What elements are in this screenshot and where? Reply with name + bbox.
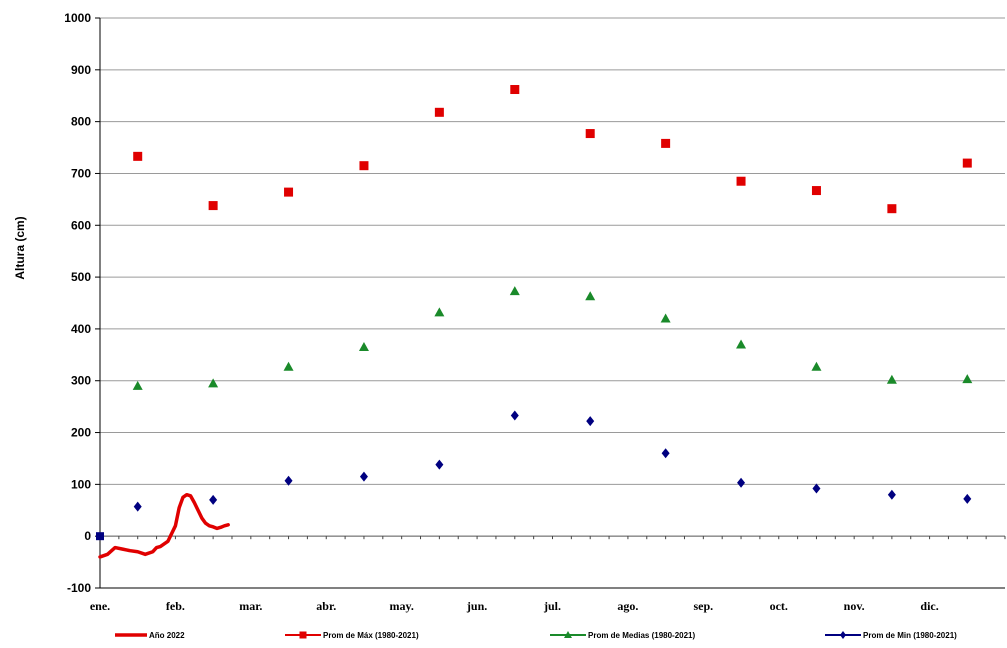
mean-point xyxy=(358,342,369,352)
mean-point xyxy=(434,307,445,317)
legend-label: Año 2022 xyxy=(149,631,185,640)
y-axis-ticks: -100 0 100 200 300 400 500 600 700 800 900 1000 xyxy=(64,11,100,595)
mean-point xyxy=(736,339,747,349)
min-point xyxy=(133,501,142,512)
y-tick-label: 100 xyxy=(71,477,91,491)
series-group xyxy=(96,85,973,559)
y-tick-label: 200 xyxy=(71,426,91,440)
y-tick-label: 400 xyxy=(71,322,91,336)
max-point xyxy=(284,187,294,197)
min-point xyxy=(586,416,595,427)
max-point xyxy=(133,151,143,161)
y-tick-label: 800 xyxy=(71,115,91,129)
max-point xyxy=(585,129,595,139)
mean-point xyxy=(660,313,671,323)
min-point xyxy=(209,494,218,505)
min-point xyxy=(887,489,896,500)
max-point xyxy=(962,158,972,168)
y-tick-label: 1000 xyxy=(64,11,91,25)
x-tick-label: mar. xyxy=(239,599,262,613)
mean-point xyxy=(811,361,822,371)
start-point xyxy=(96,532,104,541)
legend: Año 2022 Prom de Máx (1980-2021) Prom de M… xyxy=(115,631,957,640)
y-tick-label: 0 xyxy=(84,529,91,543)
max-point xyxy=(661,138,671,148)
mean-point xyxy=(886,374,897,384)
legend-marker xyxy=(840,631,846,639)
min-point xyxy=(435,459,444,470)
max-point xyxy=(434,107,444,117)
legend-marker xyxy=(564,631,572,638)
mean-point xyxy=(283,361,294,371)
x-tick-label: jun. xyxy=(466,599,487,613)
max-point xyxy=(736,176,746,186)
y-tick-label: 600 xyxy=(71,218,91,232)
y-tick-label: -100 xyxy=(67,581,91,595)
x-tick-label: sep. xyxy=(693,599,713,613)
x-axis-ticks: ene. feb. mar. abr. may. jun. jul. ago. sep. oct.… xyxy=(90,599,939,613)
max-point xyxy=(510,85,520,95)
y-tick-label: 500 xyxy=(71,270,91,284)
mean-point xyxy=(509,286,520,296)
x-tick-label: ago. xyxy=(617,599,638,613)
min-point xyxy=(963,493,972,504)
y-tick-label: 700 xyxy=(71,166,91,180)
x-tick-label: feb. xyxy=(166,599,185,613)
max-point xyxy=(811,186,821,196)
x-tick-label: may. xyxy=(389,599,413,613)
y-tick-label: 900 xyxy=(71,63,91,77)
x-tick-label: jul. xyxy=(543,599,561,613)
legend-label: Prom de Medias (1980-2021) xyxy=(588,631,695,640)
mean-point xyxy=(585,291,596,301)
series-line-ano-2022 xyxy=(98,492,230,559)
min-point xyxy=(359,471,368,482)
y-axis-label: Altura (cm) xyxy=(13,216,27,279)
max-point xyxy=(359,161,369,171)
max-point xyxy=(208,201,218,211)
min-point xyxy=(812,483,821,494)
mean-point xyxy=(208,378,219,388)
x-tick-label: abr. xyxy=(316,599,336,613)
x-tick-label: dic. xyxy=(920,599,938,613)
axes xyxy=(99,18,1006,589)
min-point xyxy=(284,475,293,486)
legend-label: Prom de Máx (1980-2021) xyxy=(323,631,419,640)
min-point xyxy=(510,410,519,421)
y-tick-label: 300 xyxy=(71,374,91,388)
mean-point xyxy=(962,374,973,384)
mean-point xyxy=(132,380,143,390)
legend-label: Prom de Min (1980-2021) xyxy=(863,631,957,640)
x-tick-label: nov. xyxy=(844,599,865,613)
x-tick-label: oct. xyxy=(770,599,788,613)
min-point xyxy=(661,448,670,459)
x-tick-label: ene. xyxy=(90,599,110,613)
gridlines xyxy=(100,17,1005,537)
legend-marker xyxy=(299,631,307,639)
max-point xyxy=(887,204,897,214)
min-point xyxy=(737,477,746,488)
